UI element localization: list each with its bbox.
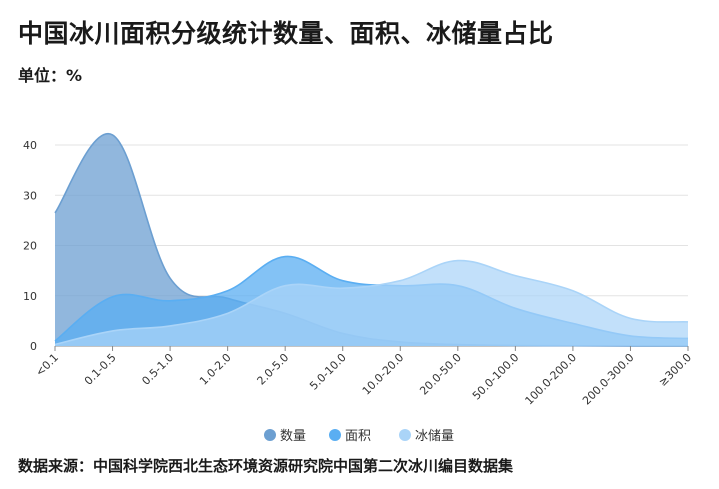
legend-label: 数量	[280, 429, 306, 444]
chart-title: 中国冰川面积分级统计数量、面积、冰储量占比	[18, 19, 554, 48]
unit-label: 单位：%	[18, 66, 83, 85]
series-areas	[54, 132, 689, 347]
x-tick-label: ≥300.0	[656, 351, 694, 389]
data-source: 数据来源：中国科学院西北生态环境资源研究院中国第二次冰川编目数据集	[18, 457, 514, 475]
legend-marker	[329, 429, 341, 441]
y-tick-label: 30	[23, 189, 37, 202]
y-tick-label: 0	[30, 340, 37, 353]
series-area-2	[55, 260, 688, 346]
x-tick-label: 100.0-200.0	[522, 351, 579, 408]
x-tick-label: 50.0-100.0	[470, 351, 522, 403]
y-tick-label: 10	[23, 290, 37, 303]
series-line-2	[54, 259, 689, 346]
y-tick-label: 20	[23, 240, 37, 253]
legend-label: 冰储量	[415, 429, 454, 444]
legend-marker	[399, 429, 411, 441]
x-tick-label: 0.5-1.0	[139, 351, 176, 388]
x-tick-label: 0.1-0.5	[82, 351, 119, 388]
x-tick-label: 1.0-2.0	[197, 351, 234, 388]
x-tick-label: 200.0-300.0	[580, 351, 637, 408]
legend: 数量 面积 冰储量	[264, 429, 454, 444]
y-tick-label: 40	[23, 139, 37, 152]
legend-label: 面积	[345, 429, 371, 444]
x-tick-label: <0.1	[33, 351, 61, 379]
x-tick-label: 20.0-50.0	[417, 351, 464, 398]
legend-marker	[264, 429, 276, 441]
x-tick-label: 10.0-20.0	[360, 351, 407, 398]
x-tick-label: 5.0-10.0	[307, 351, 349, 393]
x-tick-label: 2.0-5.0	[255, 351, 292, 388]
